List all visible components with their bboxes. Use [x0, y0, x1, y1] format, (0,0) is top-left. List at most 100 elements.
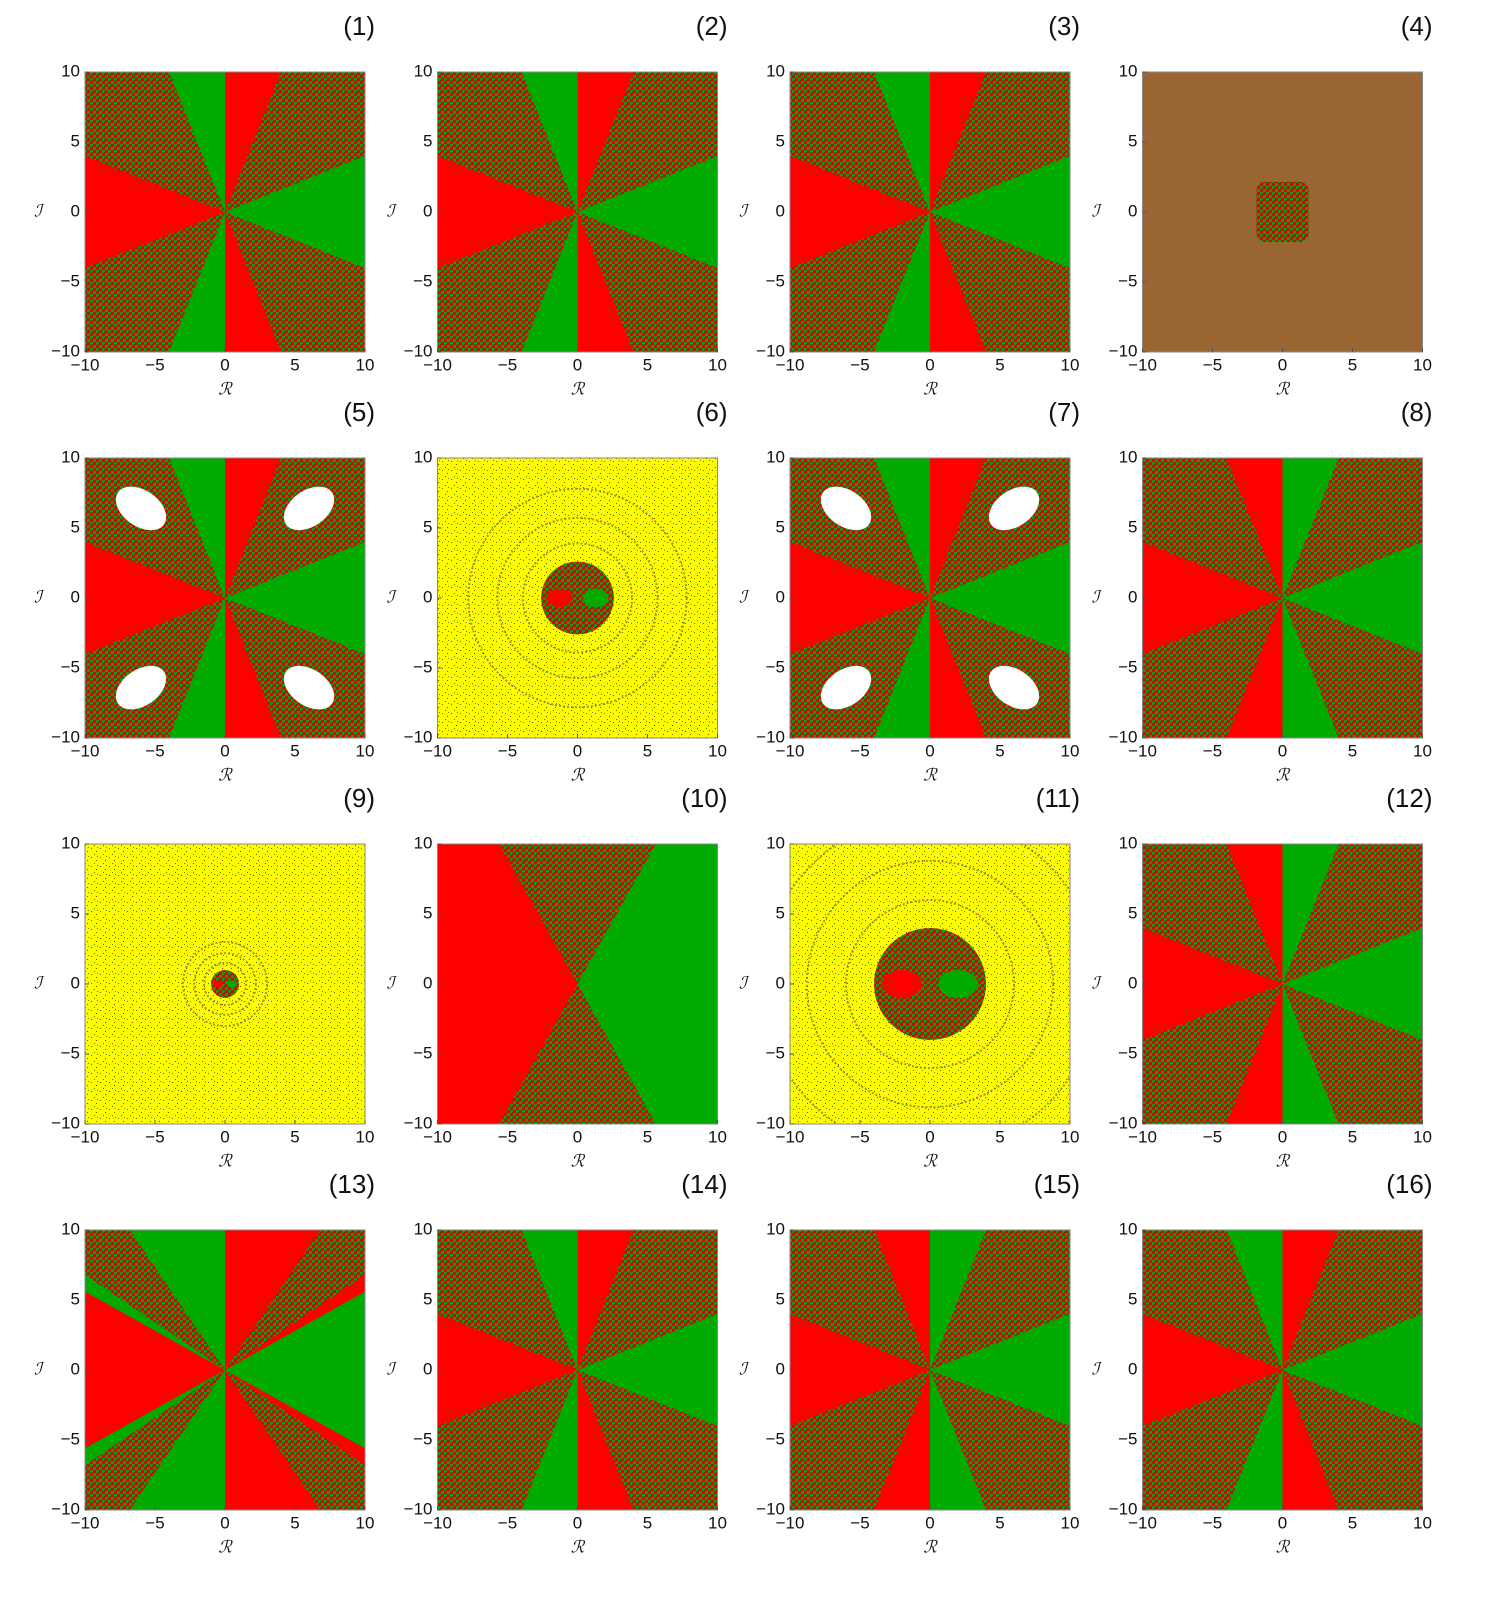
panel: (5) −10 −5 0 5 10 −10 −5 0 5 10 ℛ ℐ — [34, 397, 375, 786]
panel-title: (1) — [343, 11, 375, 41]
y-tick-label: −10 — [51, 1499, 80, 1518]
x-tick-label: 5 — [290, 741, 299, 760]
x-axis-label: ℛ — [1276, 1152, 1291, 1172]
panel: (2) −10 −5 0 5 10 −10 −5 0 5 10 ℛ ℐ — [387, 11, 728, 400]
x-tick-label: 0 — [220, 1127, 229, 1146]
y-tick-label: −5 — [61, 1429, 80, 1448]
x-tick-label: −5 — [145, 1513, 164, 1532]
region — [225, 519, 365, 677]
y-tick-label: 5 — [776, 131, 785, 150]
x-tick-label: 10 — [1413, 355, 1432, 374]
y-tick-label: 5 — [423, 1289, 432, 1308]
y-tick-label: −10 — [756, 1113, 785, 1132]
panel-title: (8) — [1401, 397, 1433, 427]
panel: (14) −10 −5 0 5 10 −10 −5 0 5 10 ℛ ℐ — [387, 1169, 728, 1558]
y-tick-label: −5 — [1118, 1429, 1137, 1448]
panel: (8) −10 −5 0 5 10 −10 −5 0 5 10 ℛ ℐ — [1092, 397, 1433, 786]
region — [227, 980, 237, 988]
fractal-region — [437, 1230, 578, 1370]
region — [85, 519, 225, 677]
y-tick-label: 5 — [1128, 517, 1137, 536]
x-axis-label: ℛ — [218, 1538, 233, 1558]
x-tick-label: 5 — [290, 1513, 299, 1532]
y-tick-label: −10 — [404, 727, 433, 746]
ring — [845, 899, 1015, 1069]
panel: (13) −10 −5 0 5 10 −10 −5 0 5 10 ℛ ℐ — [34, 1169, 375, 1558]
x-tick-label: −5 — [850, 1513, 869, 1532]
y-tick-label: −5 — [766, 657, 785, 676]
y-axis-label: ℐ — [387, 1360, 398, 1380]
fractal-region — [225, 1230, 365, 1370]
panel: (6) −10 −5 0 5 10 −10 −5 0 5 10 ℛ ℐ — [387, 397, 728, 786]
x-tick-label: 0 — [573, 1127, 582, 1146]
panel-title: (2) — [696, 11, 728, 41]
region — [938, 970, 978, 998]
fractal-region — [577, 72, 718, 212]
y-tick-label: −5 — [1118, 271, 1137, 290]
region — [1142, 519, 1283, 677]
panel-title: (15) — [1034, 1169, 1080, 1199]
x-axis-label: ℛ — [1276, 766, 1291, 786]
y-tick-label: −5 — [413, 1429, 432, 1448]
panel-title: (5) — [343, 397, 375, 427]
y-tick-label: 10 — [766, 61, 785, 80]
x-tick-label: 0 — [1278, 1127, 1287, 1146]
x-tick-label: −5 — [145, 355, 164, 374]
region — [541, 561, 614, 635]
y-tick-label: 10 — [61, 447, 80, 466]
ring — [203, 962, 247, 1006]
x-tick-label: 10 — [1413, 1513, 1432, 1532]
x-tick-label: 0 — [925, 1127, 934, 1146]
region — [1142, 1291, 1283, 1449]
fractal-region — [499, 984, 656, 1124]
x-tick-label: −10 — [1128, 355, 1157, 374]
region — [225, 133, 365, 291]
fractal-region — [790, 1230, 930, 1370]
x-tick-label: 10 — [356, 1127, 375, 1146]
region — [882, 970, 922, 998]
fractal-region — [85, 72, 225, 212]
x-axis-label: ℛ — [923, 380, 938, 400]
y-tick-label: −10 — [51, 727, 80, 746]
x-tick-label: −10 — [1128, 741, 1157, 760]
basin-image — [1142, 458, 1423, 738]
panel: (15) −10 −5 0 5 10 −10 −5 0 5 10 ℛ ℐ — [739, 1169, 1080, 1558]
y-tick-label: 10 — [61, 1219, 80, 1238]
x-axis-label: ℛ — [571, 1152, 586, 1172]
y-tick-label: −10 — [404, 341, 433, 360]
y-tick-label: −10 — [404, 1499, 433, 1518]
fractal-region — [85, 212, 225, 352]
y-tick-label: 10 — [766, 833, 785, 852]
y-axis-label: ℐ — [1092, 588, 1103, 608]
region — [85, 1291, 225, 1449]
basin-image — [790, 1230, 1070, 1510]
fractal-region — [1142, 458, 1283, 598]
y-tick-label: −5 — [61, 1043, 80, 1062]
x-tick-label: 5 — [643, 355, 652, 374]
x-tick-label: −10 — [1128, 1513, 1157, 1532]
y-axis-label: ℐ — [387, 588, 398, 608]
y-tick-label: 10 — [414, 61, 433, 80]
y-tick-label: 5 — [71, 131, 80, 150]
fractal-region — [790, 212, 930, 352]
x-tick-label: 0 — [925, 355, 934, 374]
x-tick-label: 10 — [356, 355, 375, 374]
y-axis-label: ℐ — [34, 1360, 45, 1380]
panel: (12) −10 −5 0 5 10 −10 −5 0 5 10 ℛ ℐ — [1092, 783, 1433, 1172]
x-tick-label: −10 — [423, 355, 452, 374]
x-tick-label: 10 — [1061, 1513, 1080, 1532]
x-tick-label: 10 — [708, 355, 727, 374]
fractal-region — [225, 72, 365, 212]
panel: (10) −10 −5 0 5 10 −10 −5 0 5 10 ℛ ℐ — [387, 783, 728, 1172]
x-tick-label: −10 — [71, 741, 100, 760]
x-tick-label: 5 — [995, 741, 1004, 760]
x-axis-label: ℛ — [923, 1538, 938, 1558]
x-tick-label: 10 — [1413, 741, 1432, 760]
y-tick-label: 10 — [414, 447, 433, 466]
y-tick-label: 0 — [71, 201, 80, 220]
region — [1256, 182, 1309, 242]
x-tick-label: −5 — [498, 1513, 517, 1532]
y-tick-label: 5 — [71, 903, 80, 922]
x-axis-label: ℛ — [218, 1152, 233, 1172]
y-tick-label: −5 — [766, 1043, 785, 1062]
